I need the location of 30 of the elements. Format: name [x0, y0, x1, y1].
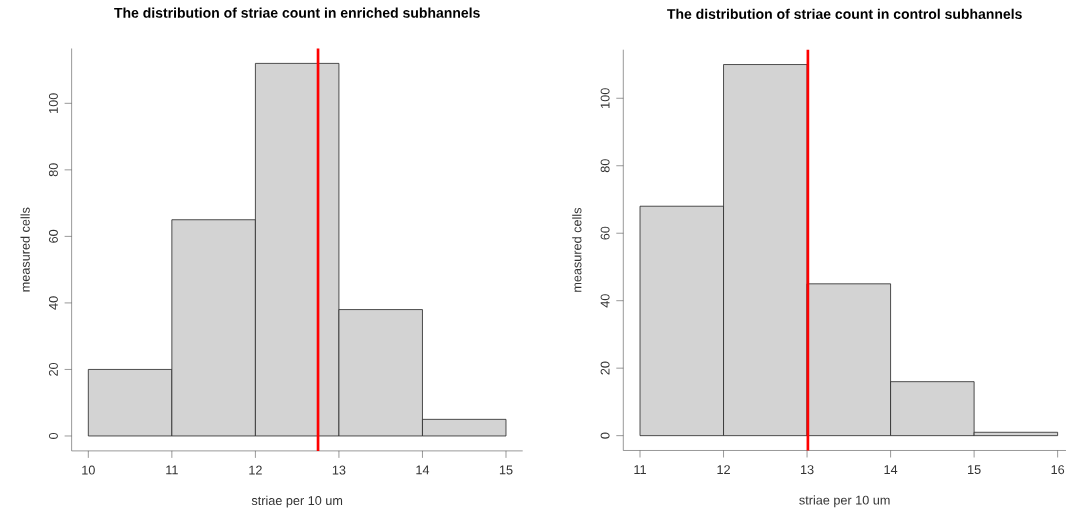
- chart-title: The distribution of striae count in control subhannels: [667, 8, 1022, 19]
- y-axis-title: measured cells: [572, 207, 582, 292]
- y-tick-label: 80: [600, 159, 610, 173]
- x-tick-label: 15: [499, 465, 513, 475]
- y-tick-label: 20: [48, 362, 58, 376]
- x-axis-title: striae per 10 um: [799, 495, 890, 508]
- x-axis-title: striae per 10 um: [251, 495, 343, 508]
- y-tick-label: 0: [600, 432, 610, 439]
- x-tick-label: 14: [884, 465, 898, 474]
- y-tick-label: 60: [600, 226, 610, 240]
- y-tick-label: 80: [48, 163, 58, 177]
- x-tick-label: 15: [968, 465, 981, 475]
- x-tick-label: 11: [166, 465, 178, 475]
- x-tick-label: 13: [332, 465, 346, 475]
- y-tick-label: 100: [48, 93, 58, 113]
- x-tick-label: 10: [82, 465, 95, 475]
- chart-title: The distribution of striae count in enriched subhannels: [114, 7, 480, 18]
- y-tick-label: 40: [600, 294, 610, 308]
- y-tick-label: 20: [600, 361, 610, 375]
- x-tick-label: 12: [717, 465, 730, 475]
- y-axis-title: measured cells: [20, 207, 30, 292]
- y-tick-label: 40: [48, 296, 58, 310]
- x-tick-label: 14: [416, 465, 430, 475]
- x-tick-label: 11: [634, 465, 646, 474]
- x-tick-label: 16: [1051, 465, 1065, 475]
- x-tick-label: 12: [249, 465, 262, 475]
- x-tick-label: 13: [800, 465, 814, 475]
- y-tick-label: 60: [48, 229, 58, 243]
- y-tick-label: 100: [600, 88, 610, 108]
- y-tick-label: 0: [48, 432, 58, 439]
